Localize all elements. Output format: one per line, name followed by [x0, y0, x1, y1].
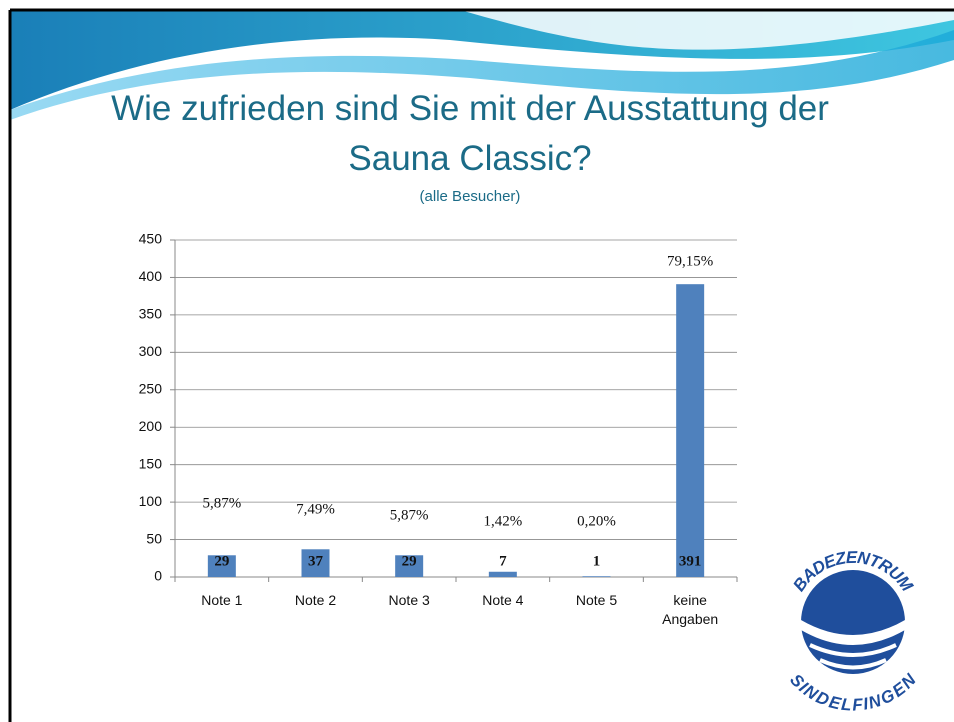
- value-label: 29: [402, 553, 417, 569]
- value-label: 391: [679, 553, 702, 569]
- value-label: 1: [593, 553, 601, 569]
- y-tick-label: 100: [139, 493, 163, 509]
- percentage-label: 79,15%: [667, 254, 713, 270]
- y-tick-label: 50: [146, 530, 162, 546]
- logo-text: SINDELFINGEN: [786, 670, 921, 715]
- y-tick-label: 350: [139, 306, 163, 322]
- y-tick-label: 200: [139, 418, 163, 434]
- x-tick-label: Note 1: [182, 591, 262, 610]
- bar: [676, 284, 704, 577]
- bar: [489, 572, 517, 577]
- value-label: 37: [308, 553, 324, 569]
- chart-subtitle: (alle Besucher): [370, 188, 570, 205]
- percentage-label: 7,49%: [296, 501, 335, 517]
- slide: BADEZENTRUM SINDELFINGEN 0 50 100 150 200 250…: [0, 0, 954, 722]
- y-tick-label: 450: [139, 231, 163, 247]
- x-tick-label: Note 4: [463, 591, 543, 610]
- x-tick-label: Note 3: [369, 591, 449, 610]
- percentage-label: 1,42%: [483, 513, 522, 529]
- y-tick-label: 300: [139, 343, 163, 359]
- y-tick-label: 400: [139, 268, 163, 284]
- percentage-label: 0,20%: [577, 513, 616, 529]
- y-tick-label: 250: [139, 380, 163, 396]
- value-label: 7: [499, 553, 507, 569]
- logo: BADEZENTRUM SINDELFINGEN: [786, 548, 921, 715]
- chart-title: Wie zufrieden sind Sie mit der Ausstattu…: [70, 84, 870, 184]
- percentage-label: 5,87%: [390, 507, 429, 523]
- logo-disc: [801, 570, 905, 674]
- y-tick-label: 0: [154, 568, 162, 584]
- bar: [583, 576, 611, 577]
- percentage-label: 5,87%: [202, 495, 241, 511]
- x-tick-label: Note 5: [557, 591, 637, 610]
- logo-bottom: SINDELFINGEN: [786, 670, 921, 715]
- x-tick-label: Note 2: [276, 591, 356, 610]
- x-tick-label: keine Angaben: [650, 591, 730, 629]
- y-tick-label: 150: [139, 455, 163, 471]
- value-label: 29: [214, 553, 229, 569]
